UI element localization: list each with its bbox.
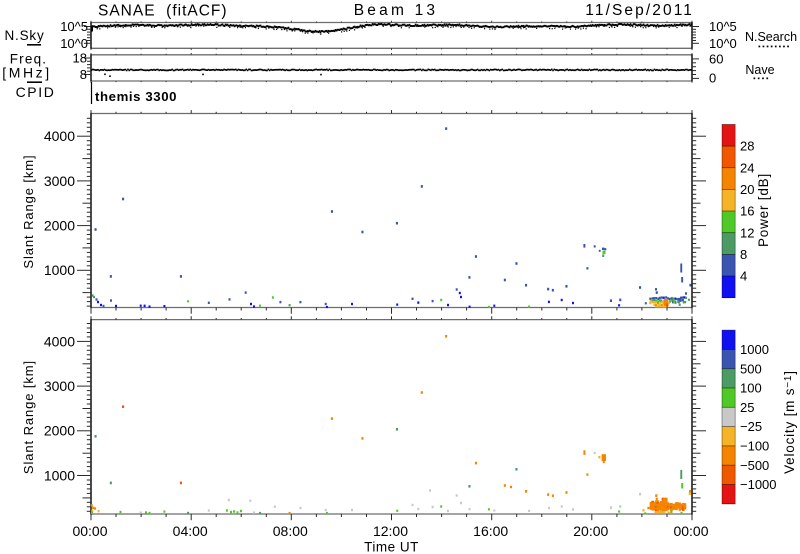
svg-text:Beam 13: Beam 13 — [354, 2, 438, 19]
svg-text:0: 0 — [709, 71, 716, 86]
svg-text:8: 8 — [740, 247, 747, 262]
svg-text:[MHz]: [MHz] — [2, 65, 52, 81]
svg-text:Power [dB]: Power [dB] — [756, 173, 771, 247]
svg-text:20:00: 20:00 — [573, 523, 608, 539]
svg-text:N.Sky: N.Sky — [4, 28, 44, 43]
svg-text:10^0: 10^0 — [709, 36, 737, 51]
svg-text:CPID: CPID — [16, 84, 56, 100]
svg-text:2000: 2000 — [44, 218, 75, 234]
svg-text:8: 8 — [80, 67, 87, 82]
svg-text:3000: 3000 — [44, 173, 75, 189]
svg-text:−500: −500 — [740, 458, 769, 473]
svg-text:00:00: 00:00 — [72, 523, 107, 539]
svg-text:Time UT: Time UT — [364, 540, 419, 554]
svg-text:08:00: 08:00 — [273, 523, 308, 539]
svg-text:100: 100 — [740, 381, 762, 396]
svg-text:10^5: 10^5 — [60, 19, 88, 34]
svg-text:24: 24 — [740, 160, 754, 175]
svg-text:16: 16 — [740, 204, 754, 219]
svg-text:10^0: 10^0 — [60, 36, 88, 51]
svg-text:themis 3300: themis 3300 — [95, 89, 177, 104]
svg-text:1000: 1000 — [44, 467, 75, 483]
svg-text:SANAE (fitACF): SANAE (fitACF) — [98, 3, 228, 20]
svg-text:3000: 3000 — [44, 378, 75, 394]
svg-text:20: 20 — [740, 182, 754, 197]
svg-text:500: 500 — [740, 361, 762, 376]
svg-text:Freq.: Freq. — [10, 52, 48, 67]
svg-text:12:00: 12:00 — [373, 523, 408, 539]
svg-text:Slant Range [km]: Slant Range [km] — [21, 154, 36, 268]
svg-text:Velocity [m s−1]: Velocity [m s−1] — [782, 370, 797, 474]
svg-text:60: 60 — [709, 52, 723, 67]
svg-text:18: 18 — [73, 51, 87, 66]
svg-text:16:00: 16:00 — [473, 523, 508, 539]
svg-text:1000: 1000 — [44, 262, 75, 278]
svg-text:N.Search: N.Search — [745, 30, 797, 44]
svg-text:10^5: 10^5 — [709, 19, 737, 34]
svg-text:Nave: Nave — [745, 63, 774, 77]
svg-text:25: 25 — [740, 400, 754, 415]
svg-text:4000: 4000 — [44, 333, 75, 349]
svg-text:00:00: 00:00 — [673, 523, 708, 539]
svg-text:28: 28 — [740, 139, 754, 154]
svg-text:−100: −100 — [740, 439, 769, 454]
svg-text:4000: 4000 — [44, 128, 75, 144]
svg-text:Slant Range [km]: Slant Range [km] — [21, 360, 36, 474]
svg-text:04:00: 04:00 — [173, 523, 208, 539]
svg-text:−25: −25 — [740, 419, 762, 434]
svg-text:4: 4 — [740, 269, 747, 284]
svg-text:11/Sep/2011: 11/Sep/2011 — [585, 2, 694, 19]
svg-text:2000: 2000 — [44, 423, 75, 439]
svg-text:−1000: −1000 — [740, 477, 777, 492]
svg-text:1000: 1000 — [740, 342, 769, 357]
svg-text:12: 12 — [740, 225, 754, 240]
